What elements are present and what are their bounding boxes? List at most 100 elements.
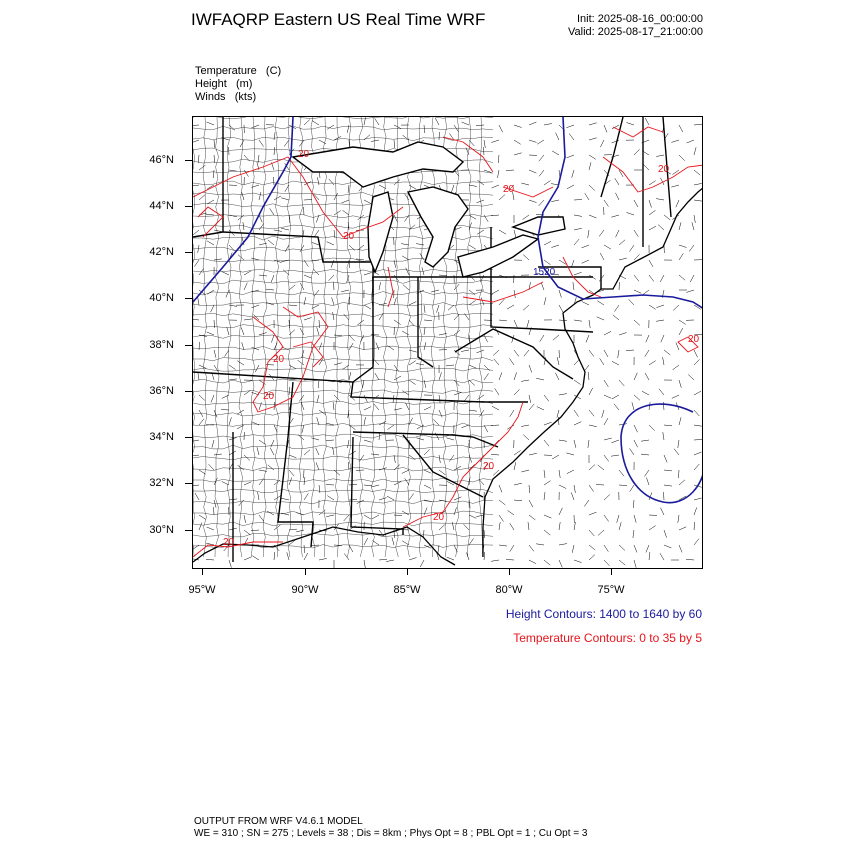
- county-line: [430, 117, 436, 558]
- wind-barb: [453, 227, 462, 231]
- wind-barb: [693, 147, 697, 156]
- wind-barb: [506, 304, 515, 310]
- wind-barb: [416, 363, 425, 366]
- wind-barb: [618, 332, 627, 336]
- wind-barb: [297, 359, 305, 366]
- wind-barb: [303, 544, 305, 554]
- wind-barb: [603, 154, 613, 156]
- wind-barb: [677, 514, 680, 523]
- wind-barb: [513, 349, 519, 357]
- wind-barb: [521, 424, 530, 427]
- wind-barb: [648, 525, 656, 531]
- wind-barb: [513, 450, 521, 456]
- wind-barb: [347, 439, 350, 448]
- wind-barb: [463, 524, 470, 531]
- wind-barb: [599, 252, 605, 261]
- wind-barb: [288, 469, 295, 477]
- wind-barb: [325, 439, 335, 441]
- wind-barb: [640, 453, 650, 456]
- wind-barb: [573, 522, 576, 531]
- wind-barb: [193, 439, 200, 442]
- wind-barb: [326, 422, 335, 426]
- wind-barb: [438, 394, 441, 403]
- wind-barb: [659, 553, 665, 561]
- wind-barb: [346, 274, 350, 283]
- wind-barb: [198, 418, 205, 426]
- lon-tick: [611, 569, 612, 575]
- wind-barb: [281, 227, 290, 231]
- wind-barb: [391, 537, 395, 546]
- wind-barb: [423, 544, 432, 549]
- wind-barb: [419, 559, 425, 568]
- wind-barb: [343, 313, 350, 321]
- wind-barb: [505, 559, 515, 561]
- variable-list: Temperature (C) Height (m) Winds (kts): [195, 65, 281, 104]
- wind-barb: [587, 371, 590, 381]
- wind-barb: [480, 297, 485, 306]
- wind-barb: [611, 214, 620, 218]
- county-line: [262, 117, 268, 558]
- wind-barb: [566, 154, 575, 159]
- wind-barb: [648, 259, 654, 268]
- county-line: [418, 117, 424, 558]
- wind-barb: [475, 124, 485, 126]
- wind-barb: [498, 229, 507, 235]
- wind-barb: [213, 499, 217, 508]
- wind-barb: [256, 447, 260, 456]
- lat-label-36: 36°N: [149, 385, 174, 397]
- lon-label-85: 85°W: [393, 584, 421, 596]
- wind-barb: [273, 132, 276, 141]
- wind-barb: [317, 177, 320, 186]
- wind-barb: [197, 297, 200, 306]
- wind-barb: [588, 484, 594, 492]
- wind-barb: [193, 184, 200, 187]
- wind-barb: [633, 149, 640, 156]
- wind-barb: [363, 484, 373, 487]
- wind-barb: [556, 357, 560, 366]
- wind-barb: [359, 454, 365, 462]
- wind-barb: [588, 464, 596, 471]
- wind-barb: [348, 296, 351, 306]
- wind-barb: [663, 484, 672, 487]
- wind-barb: [433, 419, 440, 426]
- wind-barb: [491, 289, 500, 295]
- wind-barb: [270, 274, 275, 283]
- wind-barb: [303, 206, 305, 216]
- wind-barb: [588, 214, 597, 219]
- wind-barb: [331, 297, 335, 306]
- wind-barb: [241, 342, 245, 351]
- wind-barb: [645, 544, 650, 553]
- wind-barb: [573, 199, 583, 201]
- wind-barb: [258, 439, 266, 445]
- wind-barb: [348, 244, 355, 251]
- wind-barb: [498, 514, 504, 522]
- wind-barb: [251, 421, 260, 426]
- wind-barb: [333, 334, 343, 336]
- wind-barb: [408, 557, 417, 561]
- wind-barb: [540, 282, 545, 291]
- wind-barb: [543, 297, 547, 306]
- wind-barb: [393, 319, 401, 325]
- wind-barb: [633, 289, 642, 294]
- wind-barb: [303, 199, 313, 201]
- wind-barb: [318, 484, 321, 493]
- county-line: [466, 117, 472, 558]
- wind-barb: [671, 139, 680, 143]
- wind-barb: [198, 364, 207, 369]
- wind-barb: [588, 137, 597, 141]
- wind-barb: [656, 319, 665, 322]
- county-line: [193, 422, 494, 428]
- wind-barb: [522, 304, 530, 311]
- wind-barb: [221, 271, 230, 276]
- temperature-contour-label: 20: [343, 231, 355, 242]
- county-line: [193, 510, 494, 516]
- county-line: [193, 378, 494, 384]
- wind-barb: [378, 497, 387, 501]
- wind-barb: [644, 469, 650, 477]
- wind-barb: [193, 484, 200, 487]
- wind-barb: [528, 484, 530, 494]
- wind-barb: [446, 556, 455, 561]
- wind-barb: [678, 544, 683, 553]
- temperature-contour-label: 20: [658, 164, 670, 175]
- wind-barb: [522, 214, 530, 220]
